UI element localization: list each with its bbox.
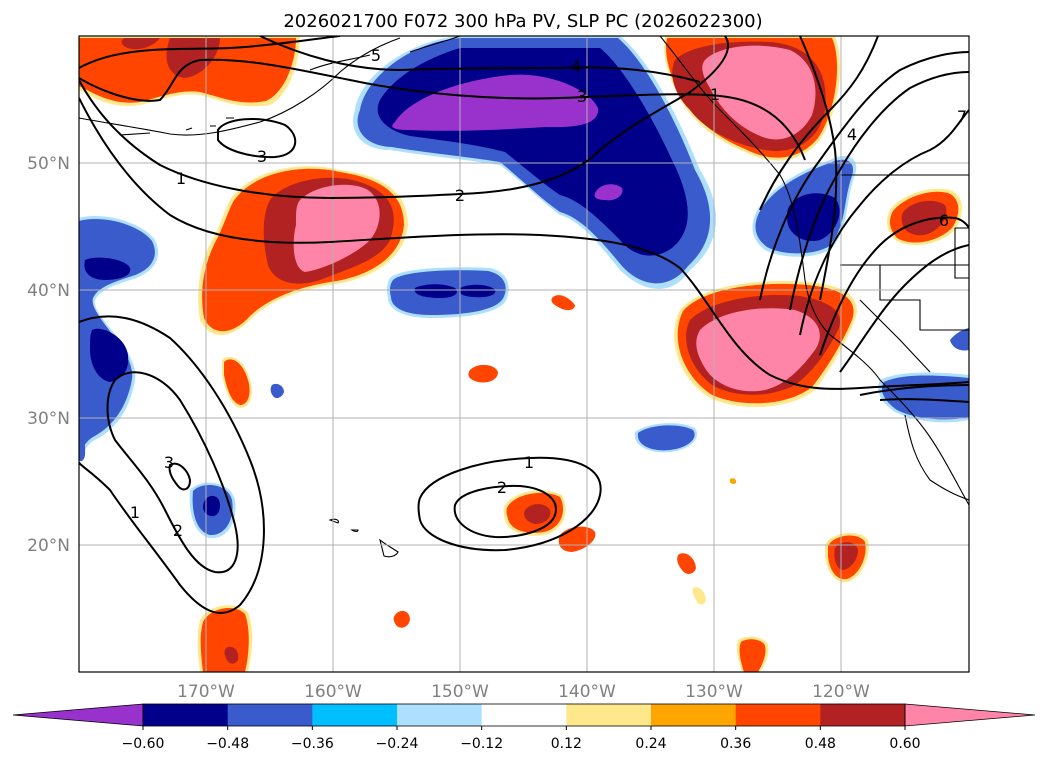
contour-label-4: 4 <box>571 57 581 76</box>
colorbar-segment <box>312 704 398 726</box>
positive-pv-area-gulf-of-alaska <box>664 36 840 161</box>
pv-anomaly-fills <box>79 36 969 672</box>
contour-label-1-south: 1 <box>524 453 534 472</box>
colorbar-segment <box>397 704 483 726</box>
colorbar-extend-high <box>904 703 1036 727</box>
colorbar-tick-label: 0.24 <box>635 736 666 752</box>
longitude-labels: 170°W 160°W 150°W 140°W 130°W 120°W <box>177 682 870 702</box>
contour-label-1-west: 1 <box>130 503 140 522</box>
contour-label-3-west: 3 <box>164 453 174 472</box>
contour-line-2-north <box>79 36 730 200</box>
contour-line-east-7 <box>799 36 838 301</box>
gridlines <box>79 36 969 672</box>
colorbar-segment <box>735 704 821 726</box>
positive-pv-area-east-subtropical <box>674 280 857 408</box>
contour-label-2-west: 2 <box>173 521 183 540</box>
hawaii-islands <box>328 518 399 558</box>
lon-label-150w: 150°W <box>431 682 489 702</box>
colorbar-segment <box>227 704 313 726</box>
lat-label-50n: 50°N <box>27 154 70 174</box>
colorbar-tick-label: 0.12 <box>551 736 582 752</box>
contour-line-2-west <box>106 371 239 574</box>
contour-line-2-south <box>453 484 557 539</box>
contour-line-east-8 <box>859 384 969 396</box>
colorbar-segment <box>820 704 906 726</box>
aleutian-coast <box>79 37 401 136</box>
contour-label-3-closed: 3 <box>257 147 267 166</box>
colorbar-segment <box>481 704 567 726</box>
alaska-south-coast <box>309 36 461 71</box>
negative-pv-area-dateline <box>79 216 159 465</box>
colorbar-tick-label: −0.24 <box>376 736 419 752</box>
contour-line-5a <box>79 36 341 69</box>
colorbar-tick-label: 0.60 <box>889 736 920 752</box>
aleutian-islands <box>119 117 234 136</box>
colorbar-segment <box>566 704 652 726</box>
contour-line-east-5 <box>839 244 969 373</box>
contour-line-1-west <box>79 315 265 614</box>
state-borders <box>840 174 969 373</box>
lon-label-160w: 160°W <box>304 682 362 702</box>
contour-line-east-3 <box>799 109 969 336</box>
latitude-labels: 50°N 40°N 30°N 20°N <box>27 154 70 556</box>
negative-pv-small-areas <box>189 267 698 539</box>
contour-label-7-east: 7 <box>957 107 967 126</box>
negative-pv-area-north-pacific <box>353 36 717 289</box>
positive-pv-area-rockies <box>887 188 962 246</box>
lon-label-170w: 170°W <box>177 682 235 702</box>
baja-coast <box>904 414 969 501</box>
contour-line-east-1 <box>759 51 969 301</box>
colorbar-frame <box>142 703 906 727</box>
contour-label-1-east: 1 <box>710 85 720 104</box>
contour-line-east-4 <box>819 216 969 356</box>
colorbar-tick-label: 0.36 <box>720 736 751 752</box>
contour-label-2-south: 2 <box>497 478 507 497</box>
contour-label-4-east: 4 <box>847 125 857 144</box>
colorbar-segment <box>143 704 229 726</box>
colorbar: −0.60 −0.48 −0.36 −0.24 −0.12 0.12 0.24 0.36 0.4… <box>12 703 1036 752</box>
contour-label-3-north: 3 <box>577 87 587 106</box>
positive-pv-area-northwest <box>79 36 300 107</box>
colorbar-tick-label: −0.36 <box>291 736 334 752</box>
slp-contours <box>79 36 969 614</box>
contour-line-4 <box>259 36 701 83</box>
contour-label-2-north: 2 <box>455 186 465 205</box>
contour-line-east-6 <box>759 36 879 211</box>
contour-line-1-south <box>417 456 602 552</box>
colorbar-segment <box>651 704 737 726</box>
contour-labels: 5 4 3 3 2 1 1 2 1 3 2 1 7 4 6 <box>130 46 967 540</box>
colorbar-extend-low <box>12 703 144 727</box>
lon-label-130w: 130°W <box>685 682 743 702</box>
colorbar-tick-label: −0.60 <box>122 736 165 752</box>
lon-label-120w: 120°W <box>812 682 870 702</box>
colorbar-tick-label: 0.48 <box>805 736 836 752</box>
colorbar-tick-label: −0.48 <box>206 736 249 752</box>
colorbar-tick-label: −0.12 <box>460 736 503 752</box>
map-area: 5 4 3 3 2 1 1 2 1 3 2 1 7 4 6 <box>78 35 970 673</box>
contour-line-east-2 <box>789 71 969 311</box>
lat-label-40n: 40°N <box>27 281 70 301</box>
contour-label-6-east: 6 <box>939 211 949 230</box>
contour-line-3-closed <box>217 118 297 159</box>
lat-label-20n: 20°N <box>27 536 70 556</box>
contour-line-1-north <box>79 97 969 390</box>
contour-line-east-9 <box>879 398 969 403</box>
chart-title: 2026021700 F072 300 hPa PV, SLP PC (2026… <box>283 11 762 32</box>
contour-label-5: 5 <box>371 46 381 65</box>
contour-label-1-north: 1 <box>176 169 186 188</box>
contour-line-3-north <box>79 58 806 161</box>
positive-pv-area-central-west <box>198 166 408 335</box>
lat-label-30n: 30°N <box>27 409 70 429</box>
contour-line-3-west <box>168 462 192 491</box>
lon-label-140w: 140°W <box>558 682 616 702</box>
map-frame <box>78 35 970 673</box>
